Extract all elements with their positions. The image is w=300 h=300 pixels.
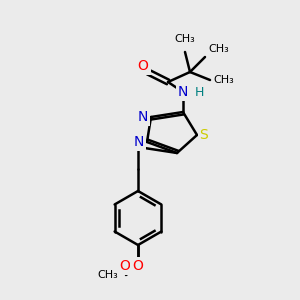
Text: N: N: [178, 85, 188, 99]
Text: S: S: [200, 128, 208, 142]
Text: H: H: [195, 85, 204, 98]
Text: N: N: [138, 110, 148, 124]
Text: O: O: [133, 259, 143, 273]
Text: O: O: [133, 259, 143, 273]
Text: CH₃: CH₃: [208, 44, 229, 54]
Text: N: N: [134, 135, 144, 149]
Text: O: O: [120, 259, 130, 273]
Text: CH₃: CH₃: [175, 34, 195, 44]
Text: O: O: [138, 59, 148, 73]
Text: CH₃: CH₃: [97, 270, 118, 280]
Text: CH₃: CH₃: [213, 75, 234, 85]
